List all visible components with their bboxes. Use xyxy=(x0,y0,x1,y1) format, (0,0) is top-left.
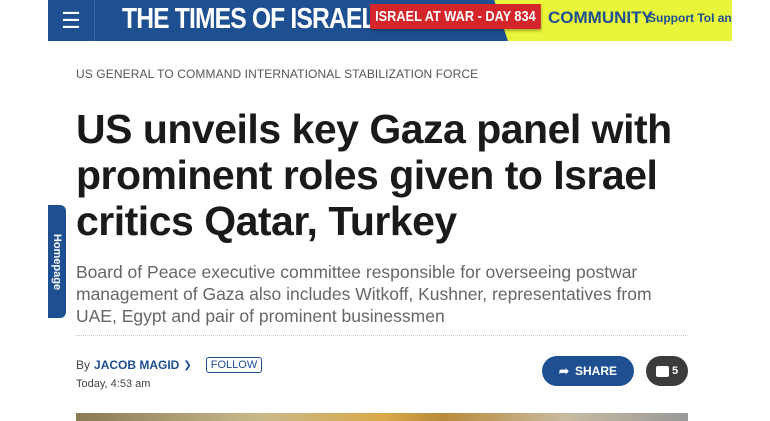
byline-prefix: By xyxy=(76,358,91,372)
share-button[interactable]: ➦ SHARE xyxy=(542,356,634,386)
homepage-side-tab[interactable]: Homepage xyxy=(48,205,66,318)
community-link[interactable]: COMMUNITY xyxy=(548,8,653,27)
hamburger-icon: ☰ xyxy=(61,7,81,33)
menu-button[interactable]: ☰ xyxy=(48,0,95,41)
article-kicker: US GENERAL TO COMMAND INTERNATIONAL STAB… xyxy=(76,67,479,81)
publish-date: Today, 4:53 am xyxy=(76,378,151,390)
article-subtitle: Board of Peace executive committee respo… xyxy=(76,262,652,326)
share-label: SHARE xyxy=(575,364,618,378)
byline: By JACOB MAGID ❯ FOLLOW xyxy=(76,357,263,373)
chevron-down-icon[interactable]: ❯ xyxy=(183,359,192,371)
author-link[interactable]: JACOB MAGID xyxy=(94,358,180,372)
follow-button[interactable]: FOLLOW xyxy=(205,357,263,373)
comments-button[interactable]: 5 xyxy=(646,356,688,386)
site-logo[interactable]: THE TIMES OF ISRAEL xyxy=(122,3,376,35)
comment-count: 5 xyxy=(671,365,679,377)
war-banner[interactable]: ISRAEL AT WAR - DAY 834 xyxy=(370,4,541,29)
homepage-label: Homepage xyxy=(51,233,63,290)
support-link[interactable]: Support ToI an xyxy=(648,11,732,25)
article-title: US unveils key Gaza panel with prominent… xyxy=(76,106,672,244)
divider xyxy=(76,335,688,336)
share-arrow-icon: ➦ xyxy=(558,364,570,378)
comment-bubble-icon xyxy=(655,365,669,377)
article-hero-image xyxy=(76,413,688,421)
site-header: ☰ THE TIMES OF ISRAEL ISRAEL AT WAR - DA… xyxy=(48,0,732,41)
